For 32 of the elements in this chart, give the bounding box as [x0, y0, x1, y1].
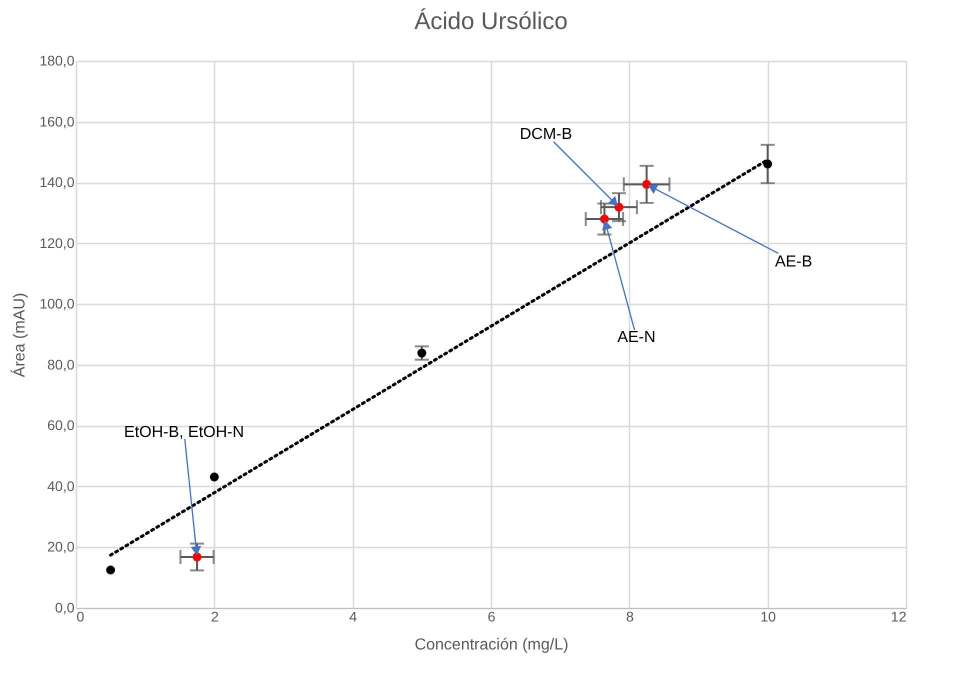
annotation: DCM-B [520, 126, 572, 144]
annotation: AE-B [774, 253, 812, 270]
annotation: AE-N [617, 329, 656, 346]
x-tick-label: 12 [890, 608, 907, 624]
point [192, 552, 202, 562]
x-tick-label: 10 [760, 608, 776, 624]
chart-title: Ácido Ursólico [414, 8, 568, 35]
y-tick-label: 120,0 [39, 234, 75, 251]
point [600, 214, 609, 224]
x-tick-label: 6 [488, 608, 496, 624]
y-tick-label: 60,0 [47, 417, 75, 434]
y-tick-label: 100,0 [39, 296, 75, 312]
point [210, 472, 219, 482]
x-tick-label: 0 [76, 608, 84, 624]
y-tick-label: 160,0 [39, 113, 75, 130]
y-axis-title: Área (mAU) [10, 292, 28, 378]
point [642, 180, 652, 189]
x-tick-label: 8 [626, 608, 634, 624]
y-tick-label: 20,0 [47, 538, 75, 555]
y-tick-label: 180,0 [39, 52, 75, 68]
point [763, 160, 772, 168]
x-axis-title: Concentración (mg/L) [414, 636, 568, 654]
y-tick-label: 0,0 [55, 600, 75, 616]
y-tick-label: 80,0 [47, 356, 75, 372]
x-tick-label: 2 [210, 608, 219, 624]
point [106, 566, 116, 574]
y-tick-label: 140,0 [39, 174, 75, 190]
point [417, 348, 426, 358]
y-tick-label: 40,0 [47, 478, 75, 494]
annotation: EtOH-B, EtOH-N [124, 424, 244, 441]
x-tick-label: 4 [349, 608, 358, 624]
point [614, 202, 624, 212]
